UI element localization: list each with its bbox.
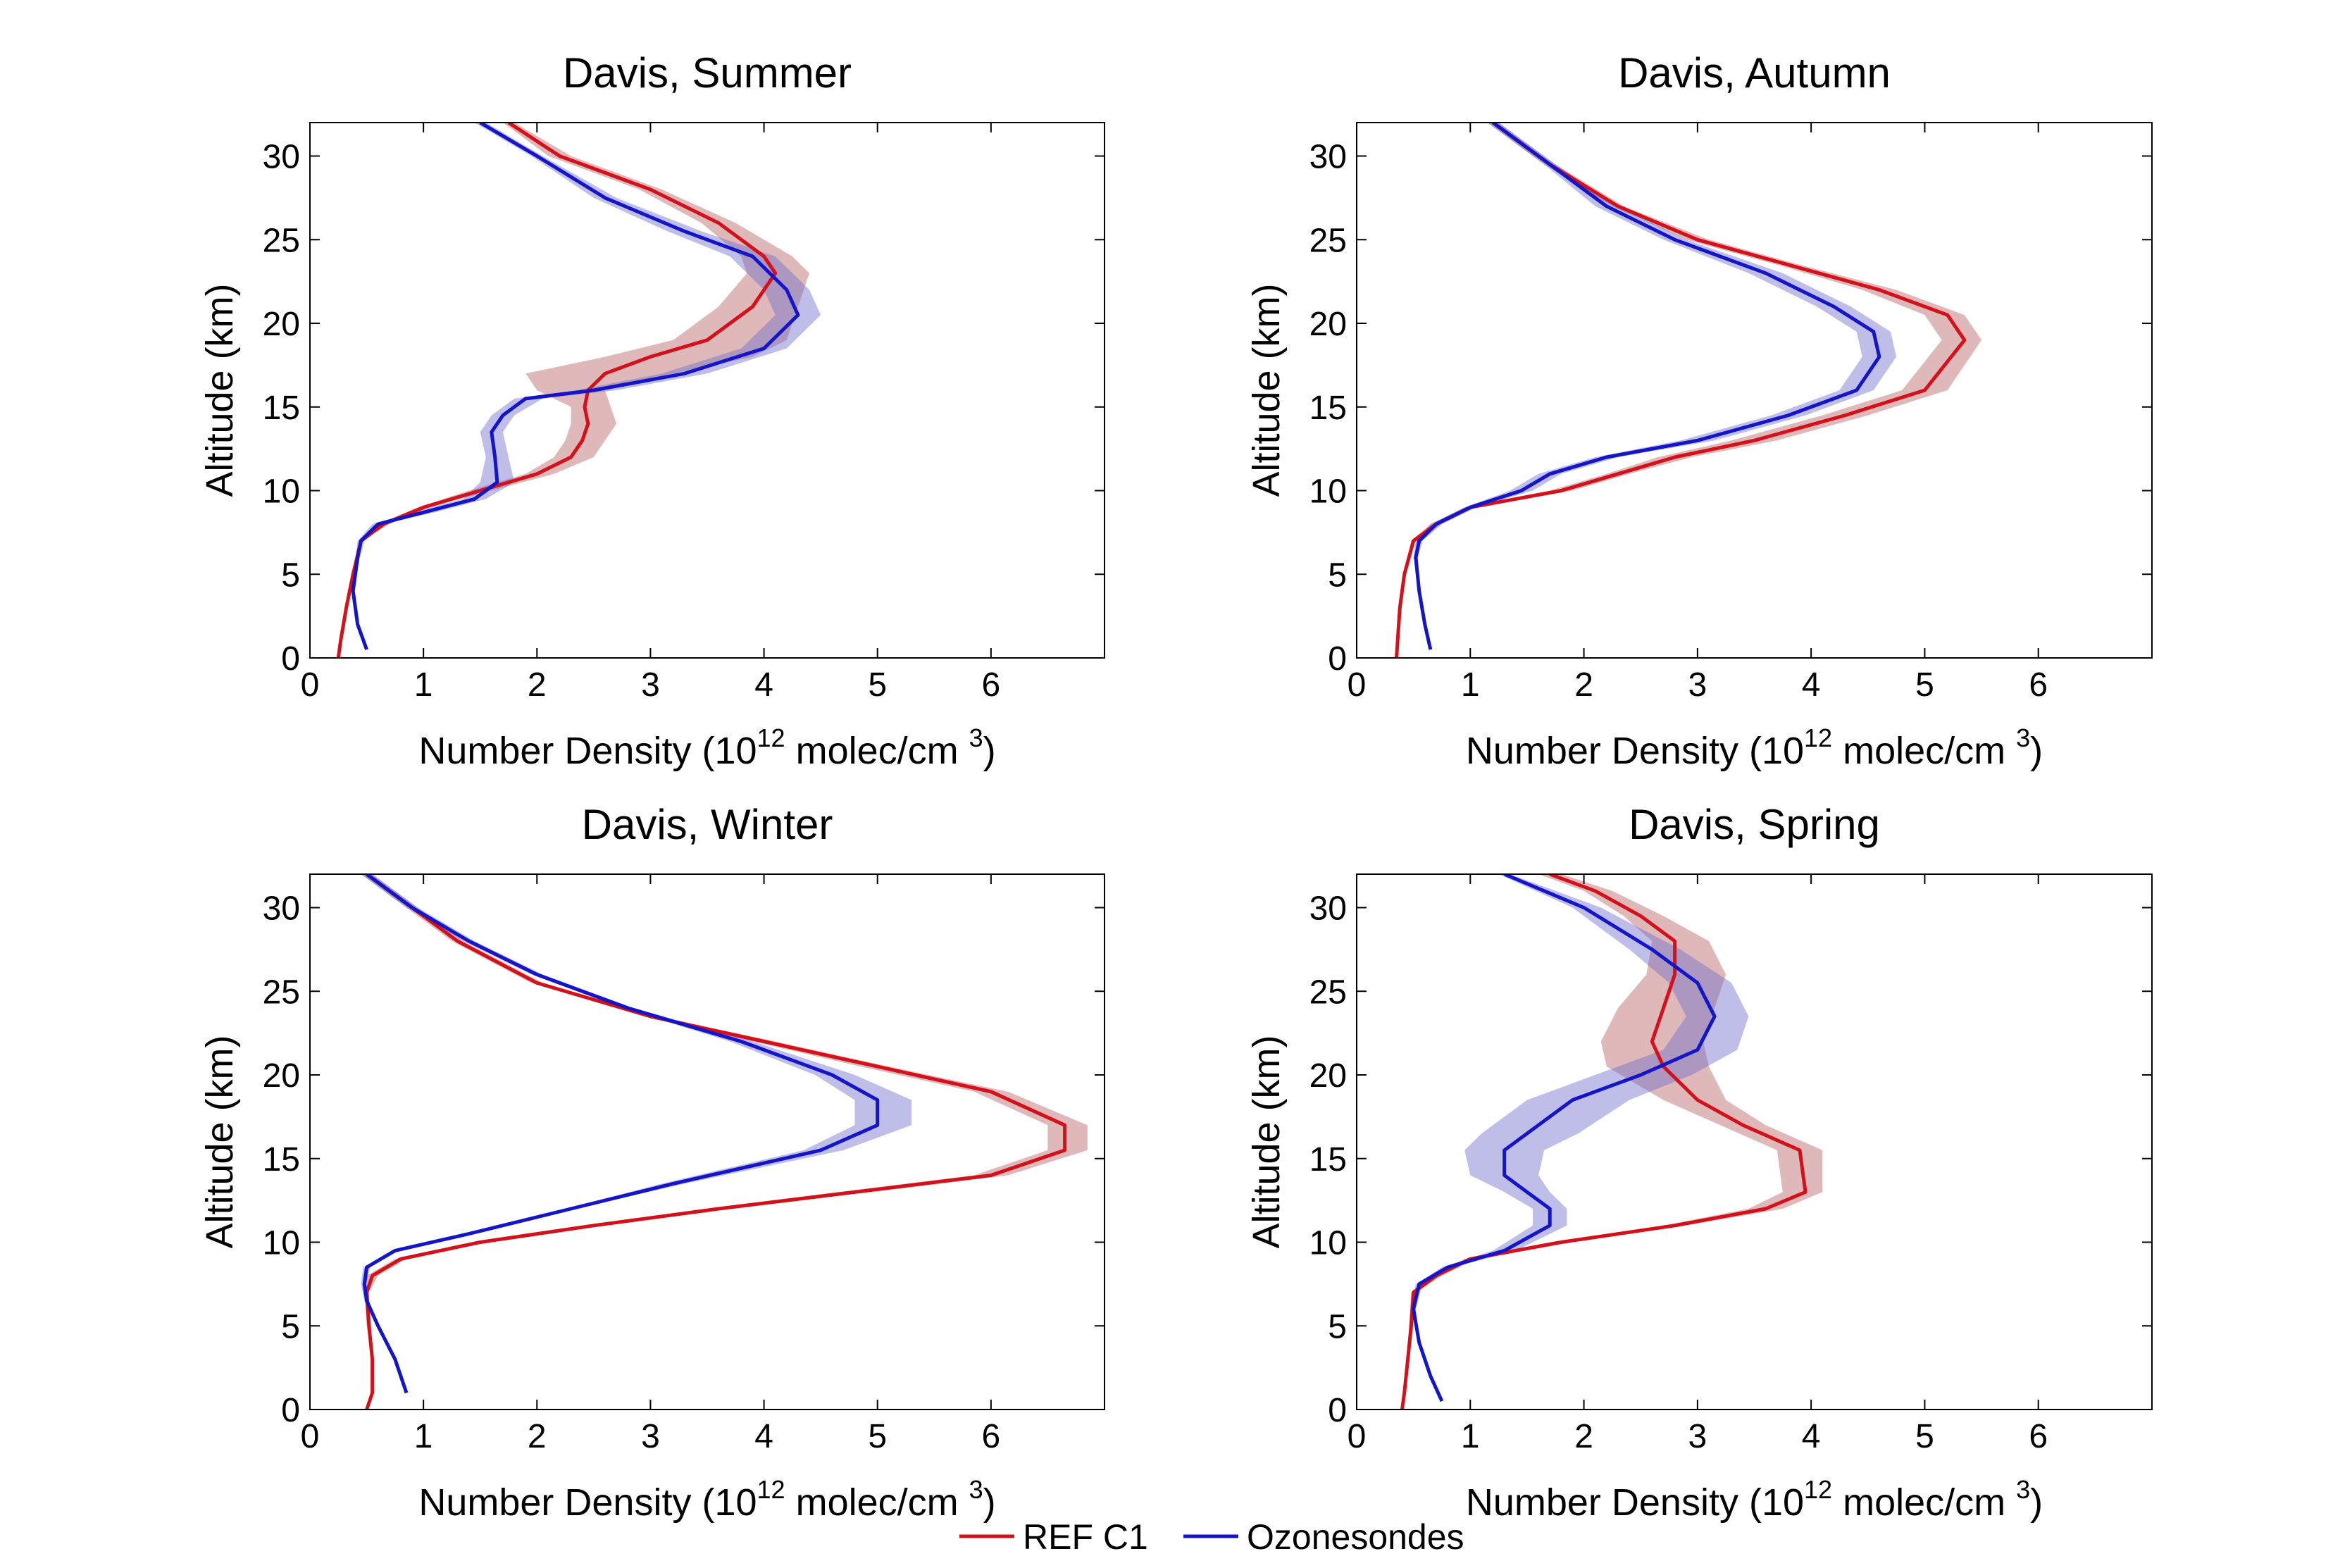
x-tick-label: 0 [301, 666, 320, 704]
x-tick-label: 5 [868, 666, 887, 704]
legend-label-ozonesondes: Ozonesondes [1247, 1517, 1464, 1557]
y-axis-label: Altitude (km) [1245, 283, 1288, 497]
axes-box [1356, 873, 2153, 1410]
y-tick-label: 20 [263, 1057, 300, 1095]
series-line-ref-c1 [365, 874, 1067, 1410]
x-tick-label: 3 [641, 1418, 660, 1455]
y-axis-label: Altitude (km) [199, 283, 241, 497]
y-tick-label: 10 [1309, 473, 1347, 511]
series-line-ref-c1 [1395, 123, 1967, 658]
chart-panel-davis-winter: 0 1 2 3 4 5 6 0 5 10 15 20 25 30 Davis, Winter Number D… [199, 801, 1105, 1524]
chart-title: Davis, Spring [1629, 801, 1880, 848]
x-tick-label: 5 [868, 1418, 887, 1455]
plot-area [361, 874, 1088, 1410]
y-tick-label: 30 [1309, 890, 1347, 928]
x-tick-label: 4 [1802, 1418, 1821, 1455]
x-tick-label: 6 [2029, 666, 2048, 704]
y-tick-label: 0 [281, 1392, 300, 1429]
x-tick-label: 2 [528, 1418, 547, 1455]
x-tick-label: 1 [414, 1418, 433, 1455]
x-tick-label: 2 [1574, 1418, 1593, 1455]
x-tick-label: 0 [301, 1418, 320, 1455]
uncertainty-band-ozonesondes [1411, 874, 1749, 1402]
x-tick-label: 1 [414, 666, 433, 704]
y-tick-label: 25 [263, 222, 300, 259]
y-tick-label: 5 [281, 556, 300, 594]
x-tick-label: 6 [982, 1418, 1001, 1455]
axes-box [1356, 122, 2153, 659]
legend: REF C1 Ozonesondes [959, 1517, 1464, 1557]
axes-box [309, 122, 1105, 659]
x-tick-label: 6 [2029, 1418, 2048, 1455]
y-tick-label: 25 [1309, 222, 1347, 259]
y-tick-label: 10 [263, 1225, 300, 1262]
y-tick-label: 25 [1309, 973, 1347, 1011]
x-tick-label: 0 [1348, 666, 1367, 704]
x-axis-label: Number Density (1012 molec/cm 3) [418, 723, 995, 772]
y-tick-label: 5 [281, 1308, 300, 1345]
x-tick-label: 3 [641, 666, 660, 704]
chart-title: Davis, Autumn [1618, 49, 1891, 97]
x-tick-label: 6 [982, 666, 1001, 704]
series-line-ozonesondes [351, 123, 800, 650]
y-tick-label: 15 [1309, 390, 1347, 427]
x-tick-label: 4 [1802, 666, 1821, 704]
x-tick-label: 0 [1348, 1418, 1367, 1455]
series-line-ozonesondes [362, 874, 880, 1394]
plot-area [1400, 874, 1823, 1410]
y-tick-label: 20 [263, 306, 300, 343]
y-tick-label: 15 [1309, 1141, 1347, 1178]
y-tick-label: 15 [263, 1141, 300, 1178]
y-tick-label: 5 [1328, 1308, 1347, 1345]
x-tick-label: 2 [528, 666, 547, 704]
x-tick-label: 3 [1688, 1418, 1707, 1455]
y-tick-label: 30 [263, 890, 300, 928]
chart-title: Davis, Winter [582, 801, 833, 848]
uncertainty-band-ozonesondes [1413, 123, 1897, 650]
series-line-ozonesondes [1412, 874, 1717, 1402]
x-tick-label: 3 [1688, 666, 1707, 704]
x-tick-label: 5 [1915, 666, 1934, 704]
x-tick-label: 1 [1461, 666, 1480, 704]
y-tick-label: 25 [263, 973, 300, 1011]
x-axis-label: Number Density (1012 molec/cm 3) [418, 1475, 995, 1524]
y-tick-label: 10 [263, 473, 300, 511]
y-tick-label: 30 [263, 139, 300, 176]
plot-area [336, 123, 821, 658]
series-line-ozonesondes [1414, 123, 1881, 650]
y-tick-label: 15 [263, 390, 300, 427]
y-tick-label: 0 [1328, 1392, 1347, 1429]
y-tick-label: 20 [1309, 1057, 1347, 1095]
x-tick-label: 5 [1915, 1418, 1934, 1455]
chart-panel-davis-spring: 0 1 2 3 4 5 6 0 5 10 15 20 25 30 Davis, Spring Number D… [1245, 801, 2153, 1524]
chart-panel-davis-autumn: 0 1 2 3 4 5 6 0 5 10 15 20 25 30 Davis, Autumn Number D… [1245, 49, 2153, 772]
chart-title: Davis, Summer [563, 49, 852, 97]
legend-label-ref-c1: REF C1 [1023, 1517, 1148, 1557]
x-axis-label: Number Density (1012 molec/cm 3) [1466, 723, 2043, 772]
y-tick-label: 20 [1309, 306, 1347, 343]
x-tick-label: 2 [1574, 666, 1593, 704]
x-axis-label: Number Density (1012 molec/cm 3) [1466, 1475, 2043, 1524]
y-tick-label: 5 [1328, 556, 1347, 594]
y-tick-label: 0 [281, 640, 300, 678]
x-tick-label: 1 [1461, 1418, 1480, 1455]
y-tick-label: 10 [1309, 1225, 1347, 1262]
chart-panel-davis-summer: 0 1 2 3 4 5 6 0 5 10 15 20 25 30 Davis, Summer Number D… [199, 49, 1105, 772]
uncertainty-band-ref-c1 [338, 123, 809, 658]
x-tick-label: 4 [754, 666, 773, 704]
y-axis-label: Altitude (km) [1245, 1035, 1288, 1248]
y-tick-label: 0 [1328, 640, 1347, 678]
x-tick-label: 4 [754, 1418, 773, 1455]
y-axis-label: Altitude (km) [199, 1035, 241, 1248]
plot-area [1395, 123, 1982, 658]
axes-box [309, 873, 1105, 1410]
y-tick-label: 30 [1309, 139, 1347, 176]
